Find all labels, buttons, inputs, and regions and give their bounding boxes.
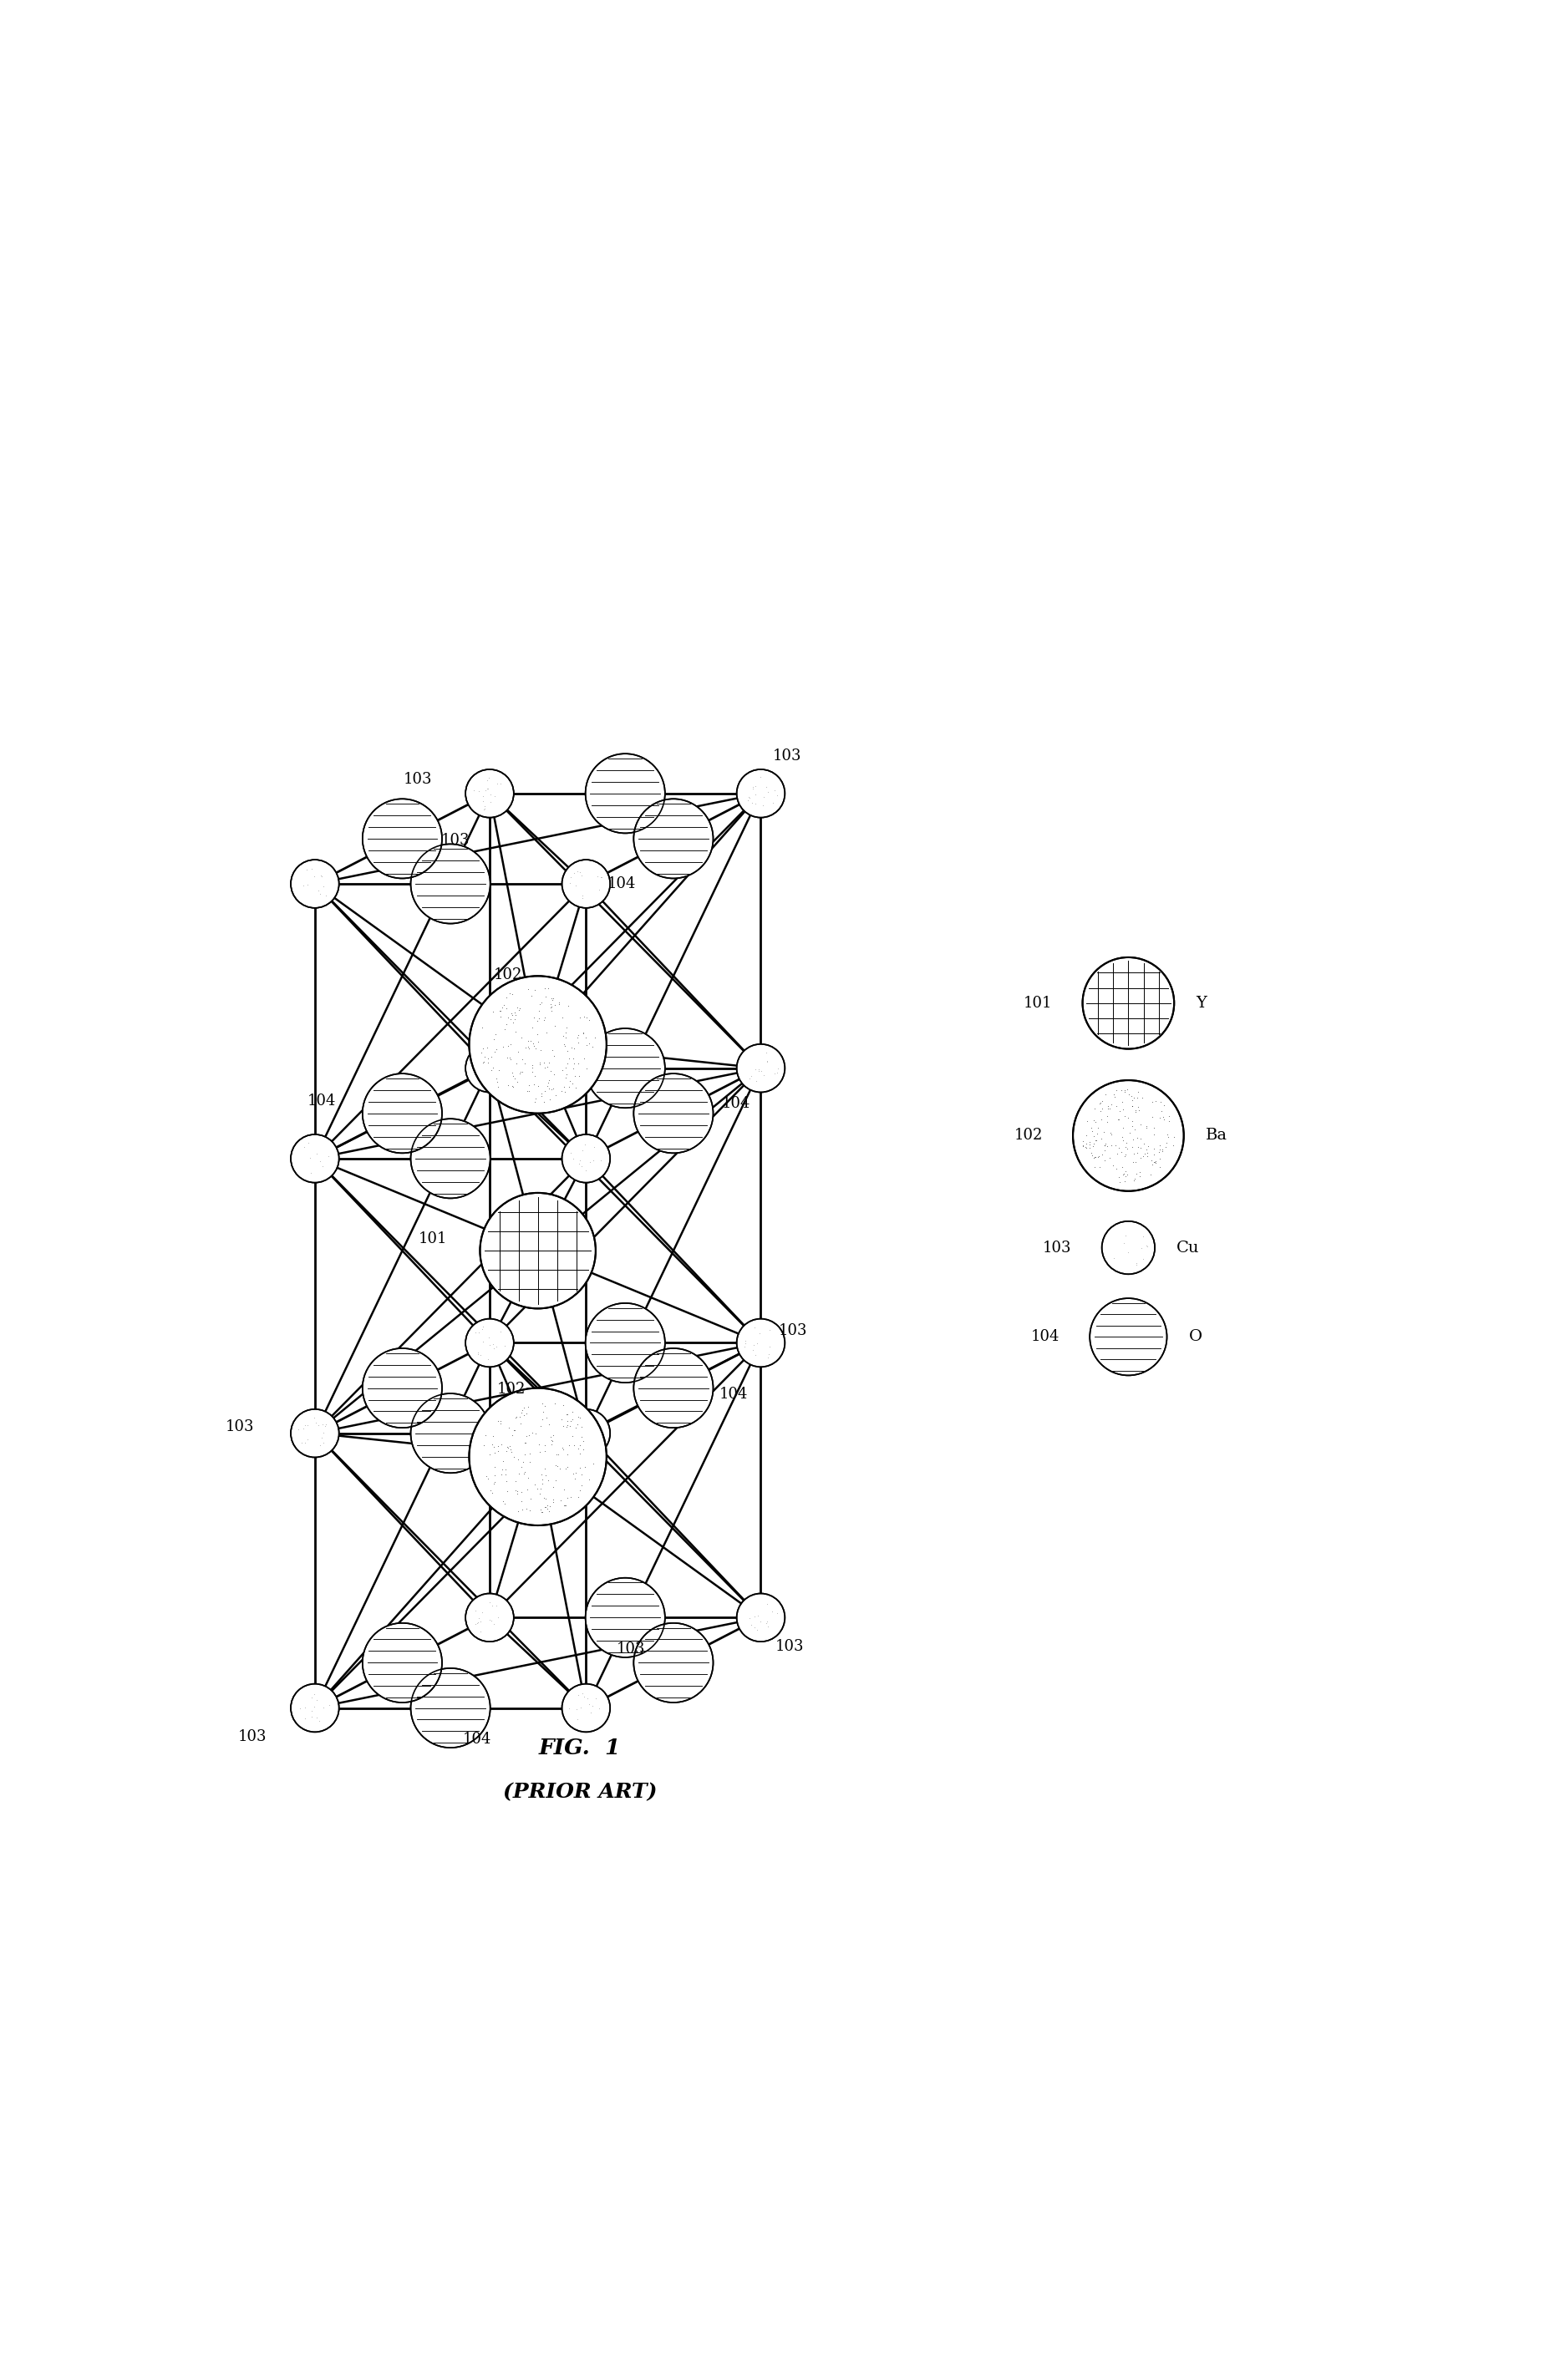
Text: (PRIOR ART): (PRIOR ART) [502,1783,658,1802]
Text: 104: 104 [722,1097,751,1111]
Text: 101: 101 [418,1230,448,1247]
Circle shape [362,1073,442,1152]
Text: Y: Y [1196,995,1207,1012]
Circle shape [737,1045,785,1092]
Text: 103: 103 [225,1421,255,1435]
Circle shape [633,1073,714,1152]
Text: FIG.  1: FIG. 1 [540,1737,620,1759]
Circle shape [585,1028,666,1109]
Circle shape [1090,1297,1166,1376]
Text: 102: 102 [1014,1128,1043,1142]
Circle shape [291,1409,339,1457]
Circle shape [561,1683,610,1733]
Text: 104: 104 [308,1095,336,1109]
Circle shape [362,800,442,878]
Text: 104: 104 [462,1733,491,1747]
Circle shape [585,1578,666,1656]
Circle shape [585,1304,666,1383]
Circle shape [291,1683,339,1733]
Text: Cu: Cu [1177,1240,1199,1254]
Text: 101: 101 [1023,995,1053,1012]
Circle shape [561,859,610,907]
Circle shape [465,1045,513,1092]
Circle shape [465,1595,513,1642]
Text: Ba: Ba [1205,1128,1227,1142]
Circle shape [465,769,513,819]
Circle shape [633,1349,714,1428]
Circle shape [480,1192,596,1309]
Text: 103: 103 [617,1642,645,1656]
Circle shape [291,859,339,907]
Circle shape [633,800,714,878]
Circle shape [585,754,666,833]
Circle shape [737,1319,785,1366]
Circle shape [465,1319,513,1366]
Text: 103: 103 [403,771,432,785]
Text: 104: 104 [1031,1330,1059,1345]
Text: 104: 104 [720,1388,748,1402]
Circle shape [1082,957,1174,1050]
Text: 103: 103 [773,747,802,764]
Text: 103: 103 [1043,1240,1071,1254]
Circle shape [633,1623,714,1702]
Circle shape [737,1595,785,1642]
Text: 103: 103 [779,1323,807,1338]
Circle shape [411,1119,490,1197]
Circle shape [561,1409,610,1457]
Circle shape [737,769,785,819]
Circle shape [362,1349,442,1428]
Circle shape [411,1392,490,1473]
Text: 102: 102 [493,966,522,983]
Circle shape [411,845,490,923]
Text: 103: 103 [238,1730,267,1745]
Circle shape [291,1135,339,1183]
Circle shape [1073,1081,1183,1190]
Text: 103: 103 [776,1640,804,1654]
Text: O: O [1188,1330,1202,1345]
Circle shape [470,976,606,1114]
Circle shape [561,1135,610,1183]
Text: 102: 102 [498,1380,526,1397]
Text: 104: 104 [606,876,636,892]
Text: 103: 103 [442,833,470,847]
Circle shape [1102,1221,1155,1273]
Circle shape [362,1623,442,1702]
Circle shape [470,1388,606,1526]
Circle shape [411,1668,490,1747]
